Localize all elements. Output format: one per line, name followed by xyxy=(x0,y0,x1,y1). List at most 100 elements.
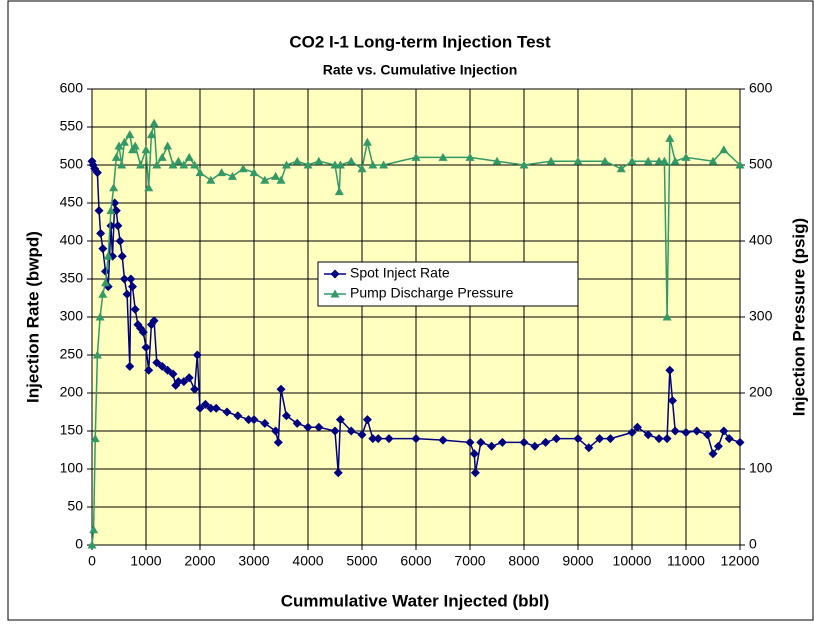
y-tick-label: 300 xyxy=(60,308,84,324)
data-point xyxy=(662,434,672,444)
data-point xyxy=(273,437,283,447)
data-point xyxy=(411,434,421,444)
data-point xyxy=(335,415,345,425)
data-point xyxy=(125,361,135,371)
chart-title: CO2 I-1 Long-term Injection Test xyxy=(289,32,551,51)
data-point xyxy=(195,403,205,413)
data-point xyxy=(92,168,102,178)
data-point xyxy=(681,428,691,438)
data-point xyxy=(379,160,389,169)
data-point xyxy=(346,156,356,165)
data-point xyxy=(335,160,345,169)
data-point xyxy=(146,130,156,139)
legend-label: Spot Inject Rate xyxy=(350,265,450,281)
y-tick-label: 50 xyxy=(67,498,83,514)
data-point xyxy=(334,187,344,196)
data-point xyxy=(260,418,270,428)
y-tick-label: 550 xyxy=(60,118,84,134)
y2-tick-label: 500 xyxy=(749,156,773,172)
data-point xyxy=(141,145,151,154)
data-point xyxy=(632,422,642,432)
data-point xyxy=(87,540,97,549)
plot-frame xyxy=(91,88,741,546)
data-point xyxy=(98,244,108,254)
data-point xyxy=(724,434,734,444)
data-point xyxy=(276,175,286,184)
y2-tick-label: 600 xyxy=(749,80,773,96)
data-point xyxy=(122,289,132,299)
data-point xyxy=(168,369,178,379)
data-point xyxy=(357,430,367,440)
data-point xyxy=(244,415,254,425)
data-point xyxy=(206,175,216,184)
x-tick-label: 12000 xyxy=(721,553,760,569)
x-tick-label: 8000 xyxy=(508,553,539,569)
data-point xyxy=(692,426,702,436)
y-tick-label: 250 xyxy=(60,346,84,362)
chart-subtitle: Rate vs. Cumulative Injection xyxy=(323,62,518,78)
data-point xyxy=(211,403,221,413)
x-tick-label: 9000 xyxy=(562,553,593,569)
data-point xyxy=(149,118,159,127)
data-point xyxy=(101,266,110,276)
legend-marker xyxy=(330,289,340,298)
y-tick-label: 200 xyxy=(60,384,84,400)
data-point xyxy=(314,156,324,165)
data-point xyxy=(157,361,167,371)
data-point xyxy=(101,278,110,287)
data-point xyxy=(670,156,680,165)
legend-label: Pump Discharge Pressure xyxy=(350,285,514,301)
data-point xyxy=(292,418,302,428)
data-point xyxy=(411,152,421,161)
data-point xyxy=(173,377,183,387)
data-point xyxy=(200,399,210,409)
data-point xyxy=(95,312,105,321)
data-point xyxy=(117,251,127,261)
y2-axis-label: Injection Pressure (psig) xyxy=(789,218,808,416)
x-tick-label: 3000 xyxy=(238,553,269,569)
data-point xyxy=(541,437,551,447)
y2-tick-label: 0 xyxy=(749,536,757,552)
data-point xyxy=(654,434,664,444)
x-tick-label: 2000 xyxy=(184,553,215,569)
data-point xyxy=(119,137,129,146)
data-point xyxy=(708,156,718,165)
data-point xyxy=(115,236,125,246)
data-point xyxy=(643,156,653,165)
data-point xyxy=(465,152,475,161)
data-point xyxy=(487,441,497,451)
x-axis-label: Cummulative Water Injected (bbl) xyxy=(281,591,550,610)
data-point xyxy=(184,373,194,383)
data-point xyxy=(681,152,691,161)
data-point xyxy=(130,141,140,150)
data-point xyxy=(627,156,637,165)
x-tick-label: 5000 xyxy=(346,553,377,569)
data-point xyxy=(119,274,129,284)
data-point xyxy=(106,221,116,231)
x-tick-label: 6000 xyxy=(400,553,431,569)
data-point xyxy=(384,434,394,444)
data-point xyxy=(584,443,594,453)
data-point xyxy=(136,160,146,169)
data-point xyxy=(271,426,281,436)
data-point xyxy=(470,468,480,478)
data-point xyxy=(249,415,259,425)
data-point xyxy=(111,152,121,161)
data-point xyxy=(627,428,637,438)
data-point xyxy=(271,171,281,180)
data-point xyxy=(217,168,227,177)
legend-marker xyxy=(330,269,340,279)
data-point xyxy=(600,156,610,165)
data-point xyxy=(96,228,106,238)
data-point xyxy=(152,160,162,169)
data-point xyxy=(368,434,378,444)
y-tick-label: 150 xyxy=(60,422,84,438)
data-point xyxy=(665,133,675,142)
data-point xyxy=(546,156,556,165)
data-point xyxy=(476,437,486,447)
data-point xyxy=(643,430,653,440)
data-point xyxy=(149,316,159,326)
data-point xyxy=(659,156,669,165)
data-point xyxy=(519,160,529,169)
x-tick-label: 10000 xyxy=(613,553,652,569)
